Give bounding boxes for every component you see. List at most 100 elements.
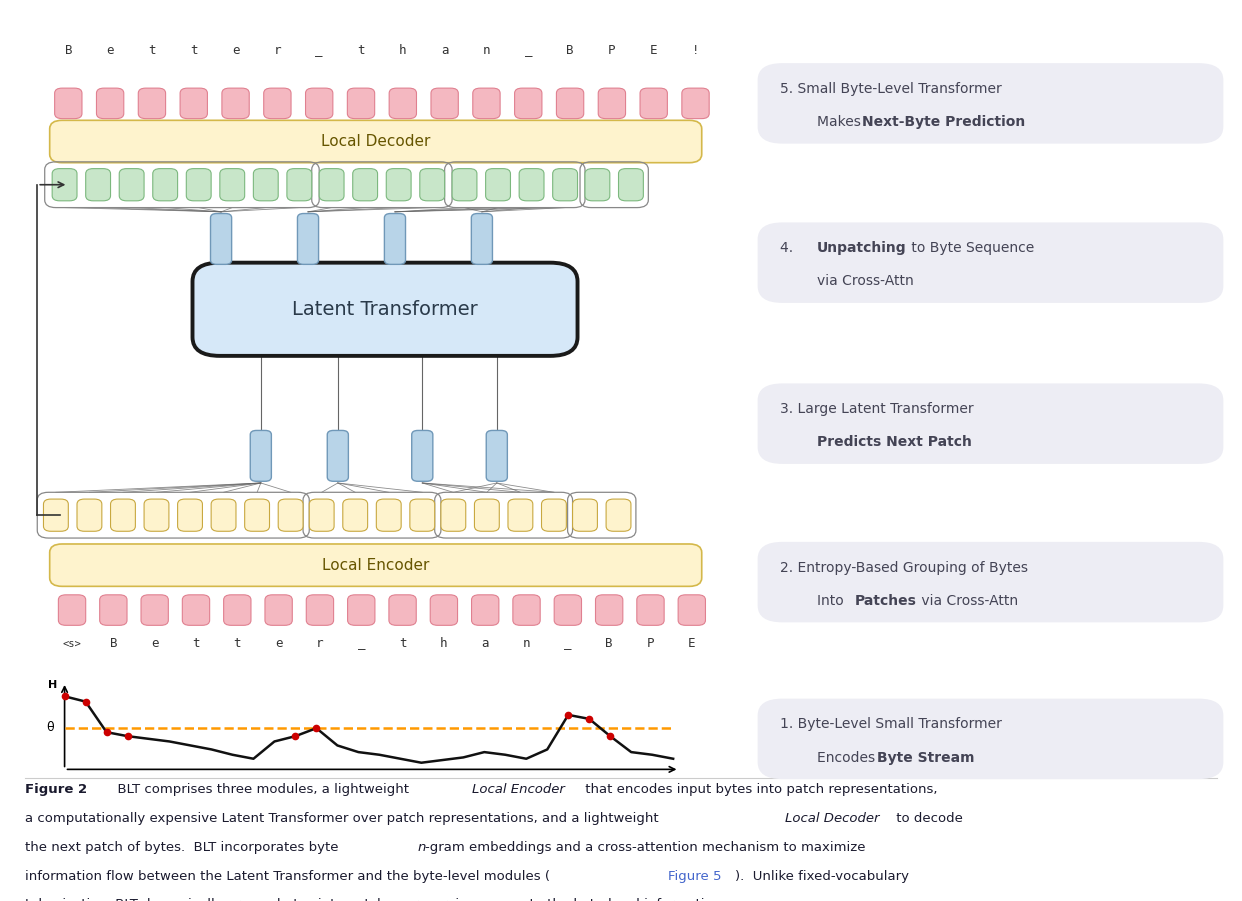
FancyBboxPatch shape: [542, 499, 566, 532]
FancyBboxPatch shape: [250, 431, 271, 481]
FancyBboxPatch shape: [52, 168, 77, 201]
FancyBboxPatch shape: [606, 499, 631, 532]
Text: to Byte Sequence: to Byte Sequence: [907, 241, 1033, 255]
FancyBboxPatch shape: [682, 88, 709, 119]
FancyBboxPatch shape: [473, 88, 501, 119]
FancyBboxPatch shape: [758, 223, 1223, 303]
FancyBboxPatch shape: [678, 595, 705, 625]
Text: via Cross-Attn: via Cross-Attn: [917, 594, 1018, 608]
FancyBboxPatch shape: [138, 88, 165, 119]
FancyBboxPatch shape: [386, 168, 411, 201]
FancyBboxPatch shape: [55, 88, 82, 119]
FancyBboxPatch shape: [306, 88, 333, 119]
Text: !: !: [692, 44, 699, 57]
FancyBboxPatch shape: [595, 595, 622, 625]
FancyBboxPatch shape: [210, 214, 231, 264]
FancyBboxPatch shape: [487, 431, 508, 481]
Text: tokenization, BLT dynamically groups bytes into patches preserving access to the: tokenization, BLT dynamically groups byt…: [25, 898, 725, 901]
FancyBboxPatch shape: [441, 499, 466, 532]
FancyBboxPatch shape: [287, 168, 312, 201]
FancyBboxPatch shape: [758, 384, 1223, 464]
FancyBboxPatch shape: [376, 499, 401, 532]
Text: B: B: [109, 638, 117, 651]
FancyBboxPatch shape: [307, 595, 334, 625]
Text: n: n: [523, 638, 530, 651]
FancyBboxPatch shape: [573, 499, 597, 532]
Text: Encodes: Encodes: [817, 751, 879, 765]
Text: _: _: [315, 44, 323, 57]
Text: E: E: [650, 44, 657, 57]
FancyBboxPatch shape: [619, 168, 643, 201]
Text: that encodes input bytes into patch representations,: that encodes input bytes into patch repr…: [581, 783, 938, 796]
FancyBboxPatch shape: [431, 88, 458, 119]
FancyBboxPatch shape: [410, 499, 435, 532]
Text: Unpatching: Unpatching: [817, 241, 907, 255]
FancyBboxPatch shape: [43, 499, 68, 532]
FancyBboxPatch shape: [186, 168, 211, 201]
FancyBboxPatch shape: [111, 499, 135, 532]
Text: B: B: [65, 44, 72, 57]
FancyBboxPatch shape: [180, 88, 207, 119]
Text: Local Encoder: Local Encoder: [472, 783, 565, 796]
FancyBboxPatch shape: [253, 168, 278, 201]
Text: 2. Entropy-Based Grouping of Bytes: 2. Entropy-Based Grouping of Bytes: [780, 560, 1028, 575]
Text: t: t: [190, 44, 197, 57]
FancyBboxPatch shape: [77, 499, 102, 532]
Text: _: _: [524, 44, 532, 57]
Text: e: e: [152, 638, 159, 651]
FancyBboxPatch shape: [245, 499, 270, 532]
FancyBboxPatch shape: [86, 168, 111, 201]
FancyBboxPatch shape: [58, 595, 86, 625]
Text: n: n: [417, 841, 426, 854]
Text: -gram embeddings and a cross-attention mechanism to maximize: -gram embeddings and a cross-attention m…: [425, 841, 866, 854]
Text: ).  Unlike fixed-vocabulary: ). Unlike fixed-vocabulary: [735, 869, 909, 883]
Text: Into: Into: [817, 594, 848, 608]
Text: Byte Stream: Byte Stream: [877, 751, 975, 765]
FancyBboxPatch shape: [472, 595, 499, 625]
Text: e: e: [232, 44, 240, 57]
Text: Local Decoder: Local Decoder: [785, 812, 879, 825]
FancyBboxPatch shape: [420, 168, 445, 201]
Text: to decode: to decode: [892, 812, 963, 825]
Text: a: a: [441, 44, 448, 57]
Text: P: P: [647, 638, 655, 651]
FancyBboxPatch shape: [452, 168, 477, 201]
Text: 1. Byte-Level Small Transformer: 1. Byte-Level Small Transformer: [780, 717, 1002, 732]
Text: t: t: [233, 638, 241, 651]
Text: H: H: [47, 679, 57, 689]
FancyBboxPatch shape: [508, 499, 533, 532]
FancyBboxPatch shape: [513, 595, 540, 625]
Text: t: t: [358, 44, 365, 57]
Text: 4.: 4.: [780, 241, 797, 255]
Text: n: n: [483, 44, 491, 57]
FancyBboxPatch shape: [222, 88, 250, 119]
Text: the next patch of bytes.  BLT incorporates byte: the next patch of bytes. BLT incorporate…: [25, 841, 343, 854]
FancyBboxPatch shape: [385, 214, 405, 264]
FancyBboxPatch shape: [153, 168, 178, 201]
FancyBboxPatch shape: [278, 499, 303, 532]
FancyBboxPatch shape: [119, 168, 144, 201]
FancyBboxPatch shape: [220, 168, 245, 201]
FancyBboxPatch shape: [554, 595, 581, 625]
Text: Predicts Next Patch: Predicts Next Patch: [817, 435, 972, 450]
Text: information flow between the Latent Transformer and the byte-level modules (: information flow between the Latent Tran…: [25, 869, 550, 883]
FancyBboxPatch shape: [348, 88, 375, 119]
FancyBboxPatch shape: [298, 214, 318, 264]
Text: e: e: [107, 44, 114, 57]
Text: h: h: [440, 638, 447, 651]
FancyBboxPatch shape: [193, 263, 578, 356]
Text: Figure 5: Figure 5: [668, 869, 722, 883]
Text: Next-Byte Prediction: Next-Byte Prediction: [862, 115, 1025, 129]
Text: θ: θ: [46, 722, 53, 734]
Text: BLT comprises three modules, a lightweight: BLT comprises three modules, a lightweig…: [109, 783, 414, 796]
Text: t: t: [193, 638, 200, 651]
Text: r: r: [317, 638, 324, 651]
FancyBboxPatch shape: [309, 499, 334, 532]
FancyBboxPatch shape: [50, 121, 702, 163]
Text: t: t: [148, 44, 155, 57]
Text: _: _: [358, 638, 365, 651]
Text: a computationally expensive Latent Transformer over patch representations, and a: a computationally expensive Latent Trans…: [25, 812, 663, 825]
FancyBboxPatch shape: [263, 88, 291, 119]
FancyBboxPatch shape: [224, 595, 251, 625]
FancyBboxPatch shape: [758, 698, 1223, 779]
